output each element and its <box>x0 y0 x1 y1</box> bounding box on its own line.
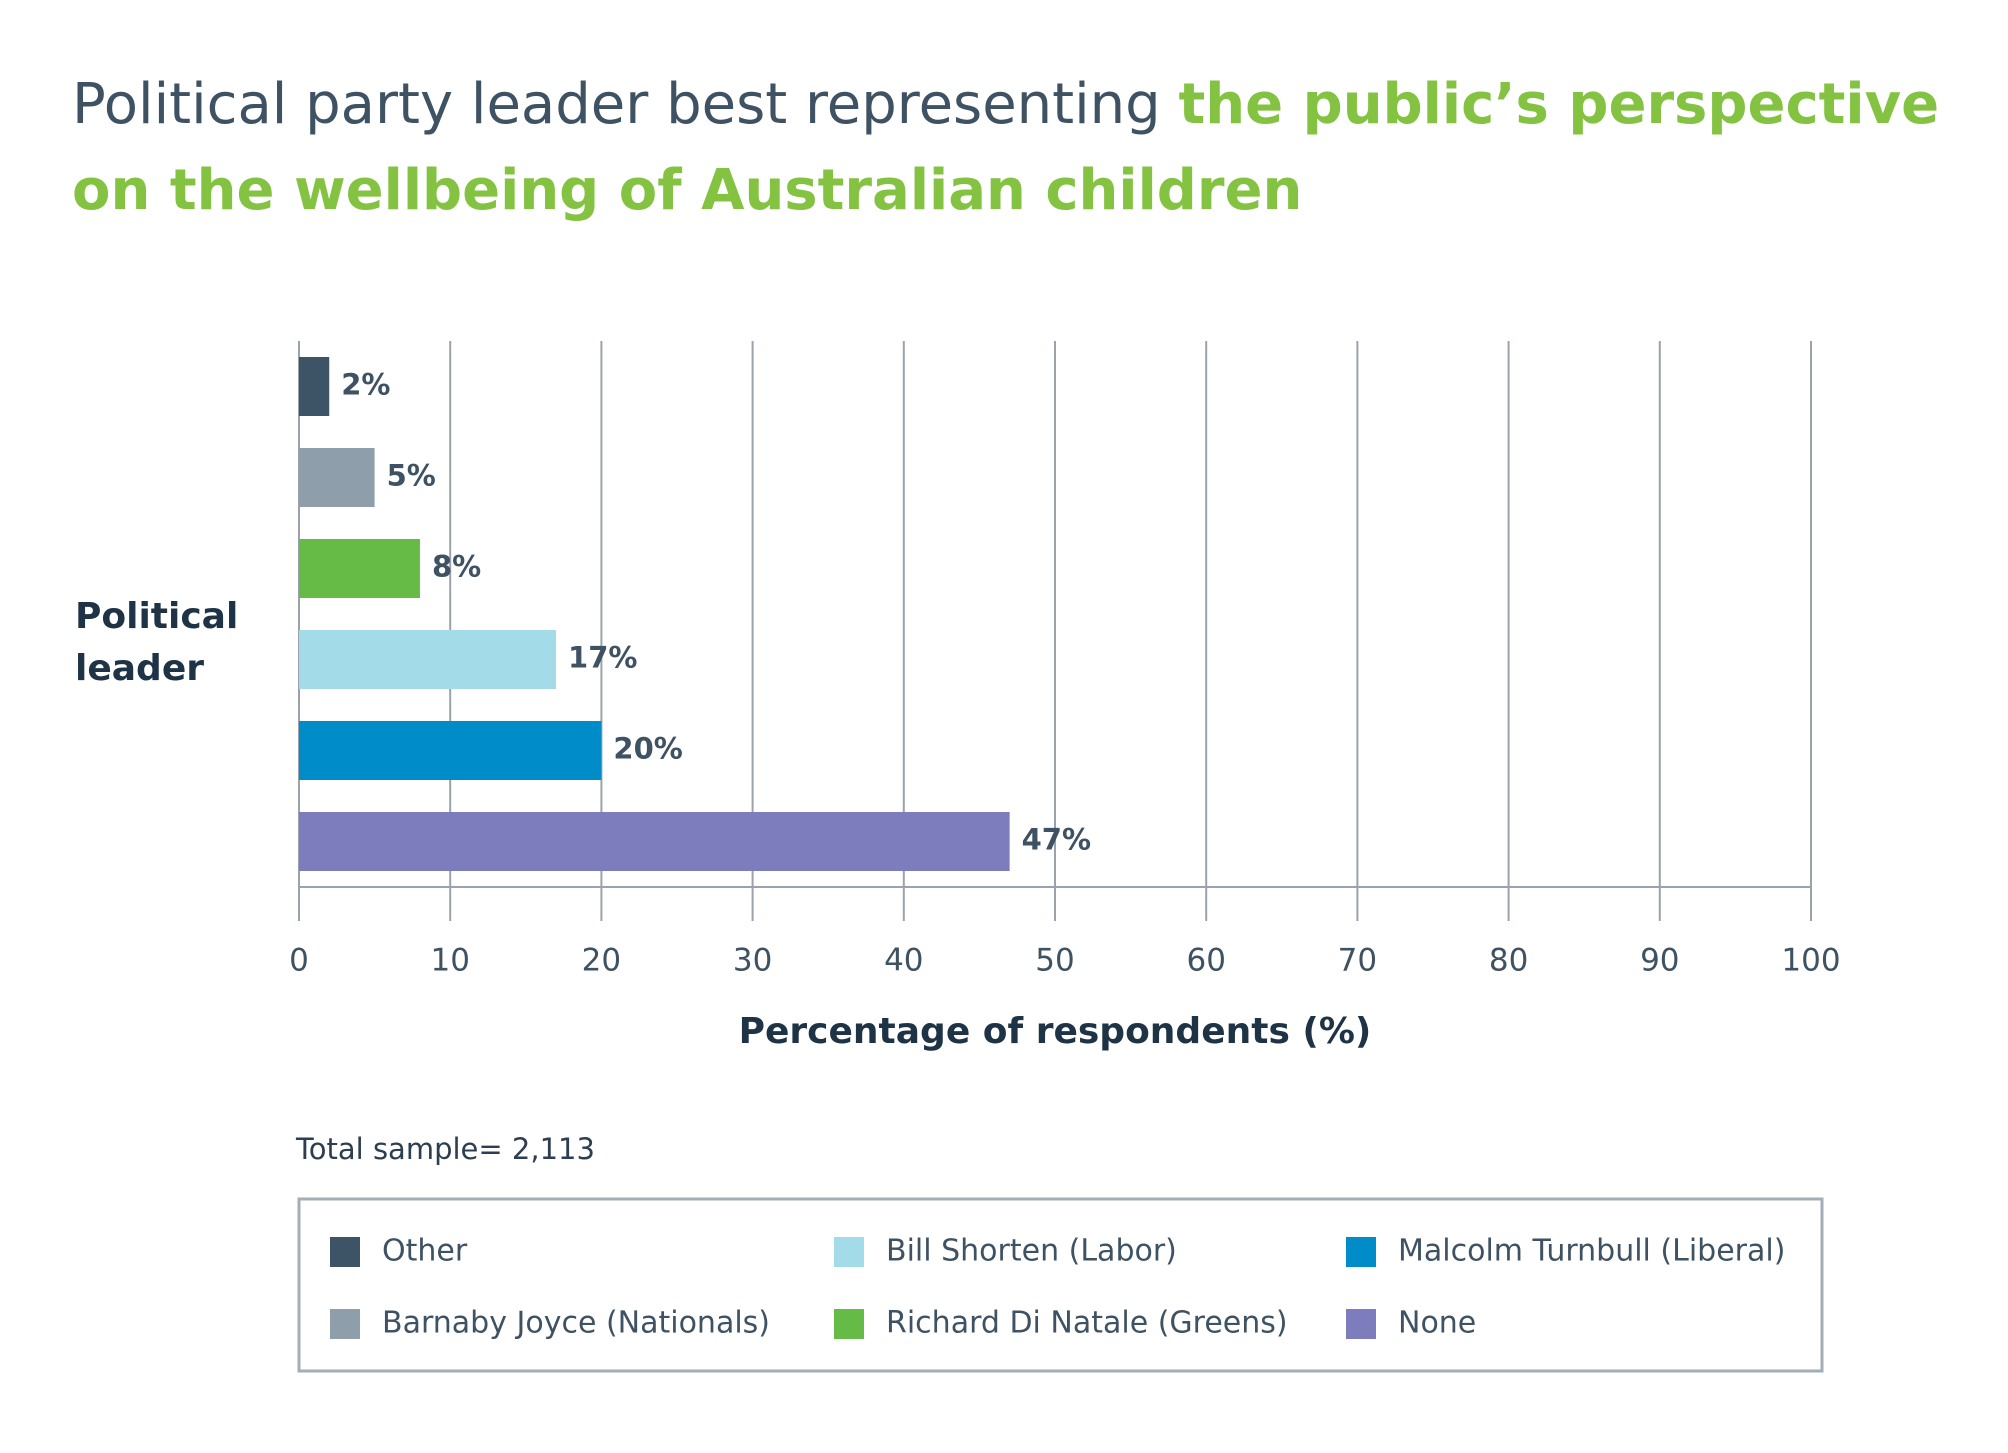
legend-label: Malcolm Turnbull (Liberal) <box>1398 1234 1785 1269</box>
legend-swatch <box>330 1237 360 1267</box>
title-highlight: the public’s perspective on the wellbein… <box>72 72 1940 223</box>
bar <box>299 812 1010 871</box>
x-tick-label: 100 <box>1781 943 1840 979</box>
value-label: 5% <box>387 459 436 493</box>
value-label: 2% <box>341 368 390 402</box>
x-tick-label: 30 <box>733 943 772 979</box>
legend-swatch <box>834 1237 864 1267</box>
legend-label: Barnaby Joyce (Nationals) <box>382 1306 770 1341</box>
legend-label: None <box>1398 1306 1476 1341</box>
legend-swatch <box>1346 1237 1376 1267</box>
x-tick-label: 20 <box>582 943 621 979</box>
bar <box>299 357 330 416</box>
x-tick-label: 80 <box>1489 943 1528 979</box>
x-tick-label: 10 <box>430 943 469 979</box>
value-label: 47% <box>1022 823 1091 857</box>
bar <box>299 448 375 507</box>
y-axis-label-text: Political <box>75 596 238 637</box>
bar <box>299 630 557 689</box>
legend-label: Bill Shorten (Labor) <box>886 1234 1177 1269</box>
bar <box>299 539 420 598</box>
x-tick-label: 0 <box>289 943 309 979</box>
legend-label: Richard Di Natale (Greens) <box>886 1306 1288 1341</box>
x-tick-label: 40 <box>884 943 923 979</box>
legend-label: Other <box>382 1234 468 1269</box>
x-tick-label: 70 <box>1338 943 1377 979</box>
x-tick-label: 60 <box>1186 943 1225 979</box>
y-axis-label-text: leader <box>75 648 204 689</box>
value-label: 17% <box>568 641 637 675</box>
legend-box <box>297 1197 1824 1373</box>
x-axis-label: Percentage of respondents (%) <box>739 1011 1372 1052</box>
note: Total sample= 2,113 <box>295 1132 595 1166</box>
legend-swatch <box>330 1309 360 1339</box>
bar <box>299 721 602 780</box>
chart-title: Political party leader best representing… <box>72 62 1982 234</box>
title-text: Political party leader best representing <box>72 72 1161 137</box>
legend-swatch <box>1346 1309 1376 1339</box>
x-tick-label: 90 <box>1640 943 1679 979</box>
y-axis-label: Political leader <box>75 596 238 689</box>
value-label: 20% <box>613 732 682 766</box>
value-label: 8% <box>432 550 481 584</box>
x-tick-label: 50 <box>1035 943 1074 979</box>
legend-swatch <box>834 1309 864 1339</box>
